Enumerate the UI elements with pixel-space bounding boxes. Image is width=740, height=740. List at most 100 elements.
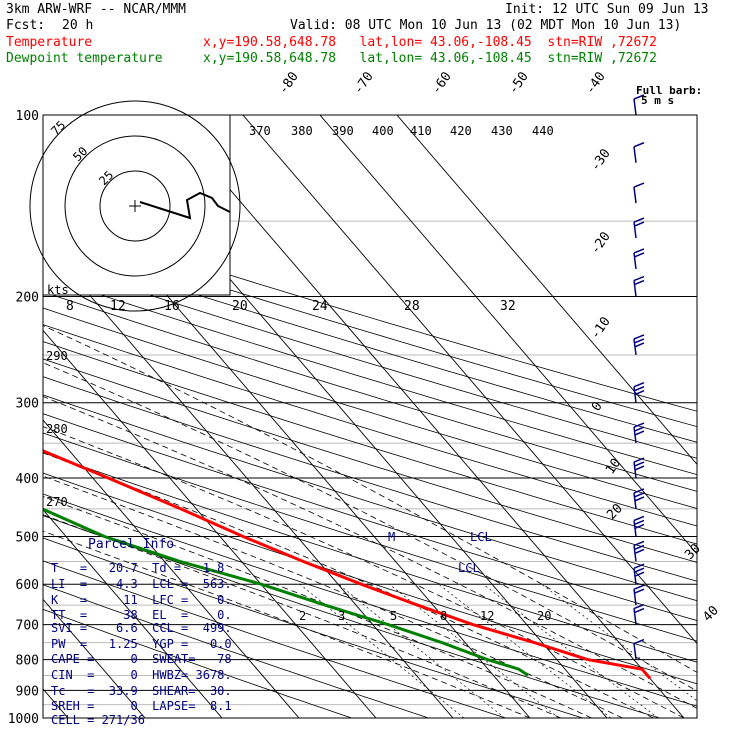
model-title: 3km ARW-WRF -- NCAR/MMM xyxy=(6,2,187,17)
isotherm-line xyxy=(242,115,697,645)
dry-adiabat xyxy=(43,245,697,443)
isotherm-label: 10 xyxy=(603,456,624,477)
wind-barb-flag xyxy=(634,386,645,392)
pressure-tick-label: 900 xyxy=(16,684,39,699)
wind-barb-staff xyxy=(633,589,637,606)
wind-barb-flag xyxy=(634,567,645,573)
dry-adiabat xyxy=(43,515,660,718)
dry-adiabat xyxy=(43,260,697,459)
wind-barb xyxy=(633,603,645,625)
isotherm-label: -10 xyxy=(588,314,614,342)
wind-barb-flag xyxy=(634,430,645,436)
wind-barb-flag xyxy=(634,519,645,526)
parcel-row-cape: CAPE = 0 SWEAT= 78 xyxy=(51,652,232,666)
wind-barb-flag xyxy=(634,588,645,594)
pressure-tick-label: 700 xyxy=(16,619,39,634)
moist-adiabat xyxy=(43,514,561,718)
wind-barb-flag xyxy=(633,182,645,188)
mixing-ratio-line xyxy=(541,583,697,702)
wind-barb-flag xyxy=(633,457,645,463)
parcel-row-cin: CIN = 0 HWBZ= 3678. xyxy=(51,668,232,682)
wind-barb-flag xyxy=(633,563,645,569)
mixing-ratio-label: 12 xyxy=(480,609,494,623)
isotherm-label: -30 xyxy=(588,146,614,174)
moist-adiabat xyxy=(43,496,592,718)
wind-barb xyxy=(633,94,645,116)
dewpoint-legend: Dewpoint temperature xyxy=(6,51,163,66)
parcel-row-tc: Tc = 33.9 SHEAR= 30. xyxy=(51,684,232,698)
isotherm-label: -50 xyxy=(506,69,532,97)
grid-layer xyxy=(43,115,697,718)
moist-adiabat xyxy=(43,325,697,673)
wind-barb-flag xyxy=(634,571,645,577)
dry-adiabat xyxy=(43,376,697,582)
isotherm-label: -20 xyxy=(588,229,614,257)
wind-barb-flag xyxy=(633,422,645,428)
dry-adiabat xyxy=(43,215,697,412)
barb-legend-title: Full barb: xyxy=(636,84,702,97)
moist-adiabat xyxy=(43,426,685,718)
dry-adiabat xyxy=(43,560,506,718)
mixing-ratio-line xyxy=(389,583,559,718)
wind-barb xyxy=(633,540,645,562)
pressure-tick-label: 500 xyxy=(16,530,39,545)
plot-frame xyxy=(42,114,698,719)
wind-barb-flag xyxy=(633,382,645,388)
wind-barb xyxy=(633,334,645,356)
wind-barb-flag xyxy=(634,492,645,498)
theta-label: 420 xyxy=(450,124,472,138)
wind-barb xyxy=(633,382,645,403)
wind-barb-flag xyxy=(634,426,645,432)
pressure-tick-label: 100 xyxy=(16,109,39,124)
init-time: Init: 12 UTC Sun 09 Jun 13 xyxy=(505,2,709,17)
wind-barb-flag xyxy=(633,638,645,645)
dry-adiabat xyxy=(43,341,697,545)
mixing-ratio-label: 8 xyxy=(440,609,447,623)
wind-barb-flag xyxy=(633,94,645,100)
mixing-ratio-label: 5 xyxy=(390,609,397,623)
theta-label: 440 xyxy=(532,124,554,138)
parcel-info-title: Parcel Info xyxy=(88,537,175,552)
dry-adiabat xyxy=(43,291,697,492)
wind-barb-flag xyxy=(634,342,645,348)
pressure-tick-label: 400 xyxy=(16,472,39,487)
wind-barb xyxy=(633,584,645,606)
wind-barb xyxy=(633,457,645,479)
wind-barb xyxy=(633,563,645,585)
temperature-location: x,y=190.58,648.78 lat,lon= 43.06,-108.45… xyxy=(203,35,657,50)
mixing-ratio-label: 20 xyxy=(537,609,551,623)
hodograph-frame xyxy=(42,114,231,296)
speed-scale-label: 24 xyxy=(312,299,328,314)
fcst-label: Fcst: xyxy=(6,18,46,33)
mixing-ratio-line xyxy=(438,583,612,718)
wind-barbs xyxy=(633,94,645,660)
speed-scale-label: 8 xyxy=(66,299,74,314)
mixing-ratio-line xyxy=(482,583,659,718)
barb-legend-unit: 5 m s xyxy=(641,94,674,107)
mixing-ratio-line xyxy=(338,583,505,718)
wind-barb xyxy=(633,488,645,509)
parcel-row-li: LI = 4.3 LCL = 563. xyxy=(51,577,232,591)
isotherm-line xyxy=(396,115,697,465)
dry-adiabat xyxy=(43,584,429,718)
hodograph-ring xyxy=(29,100,241,312)
wind-barb-staff xyxy=(633,187,637,204)
wind-barb-flag xyxy=(633,142,645,148)
wind-barb-flag xyxy=(633,275,645,282)
isotherm-label: -70 xyxy=(351,69,377,97)
hodograph-ring xyxy=(99,170,171,242)
wind-barb-staff xyxy=(633,280,637,297)
hodograph-trace xyxy=(139,191,231,220)
dry-adiabat xyxy=(43,452,697,663)
wind-barb-staff xyxy=(633,98,637,116)
isotherm-line xyxy=(319,115,697,555)
dry-adiabat xyxy=(43,324,697,527)
theta-label: 380 xyxy=(291,124,313,138)
wind-barb-flag xyxy=(634,461,645,467)
speed-scale-label: 32 xyxy=(500,299,516,314)
wind-barb-flag xyxy=(633,540,645,547)
mixing-ratio-label: 3 xyxy=(338,609,345,623)
wind-barb-flag xyxy=(633,248,645,254)
